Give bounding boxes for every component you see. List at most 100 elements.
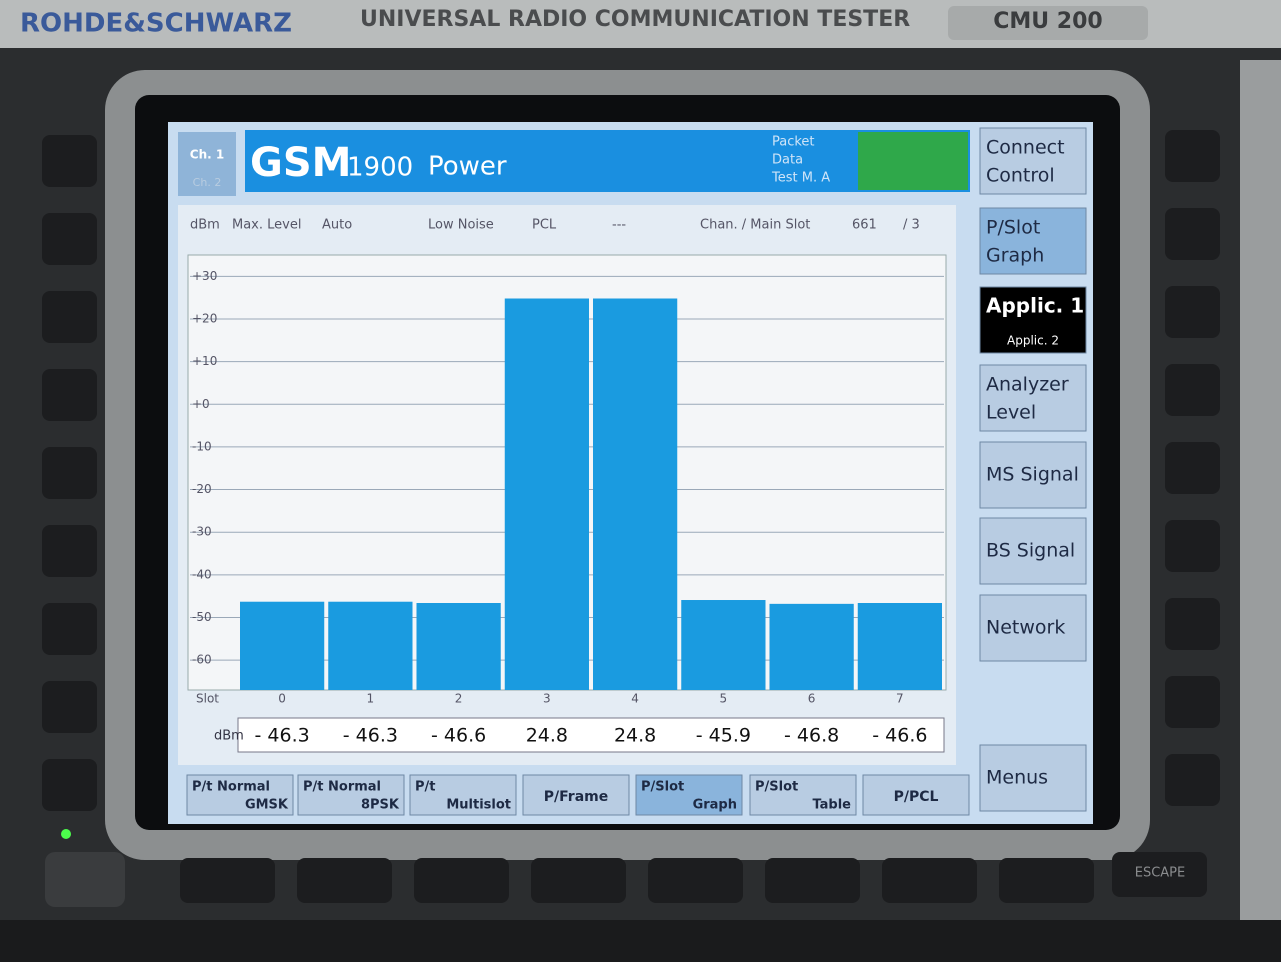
left-hardkey[interactable] <box>42 369 97 421</box>
softkey-label: MS Signal <box>986 464 1079 486</box>
bar <box>593 299 677 691</box>
y-tick-label: -10 <box>192 439 212 453</box>
softkey-label: 8PSK <box>361 798 400 813</box>
bar <box>240 602 324 690</box>
value-label: - 46.6 <box>872 725 927 747</box>
x-tick-label: 5 <box>720 692 728 706</box>
bottom-hardkey[interactable] <box>297 858 392 903</box>
right-hardkey[interactable] <box>1165 598 1220 650</box>
left-hardkey[interactable] <box>42 135 97 187</box>
unit-label: dBm <box>214 729 244 744</box>
setting: / 3 <box>903 218 920 233</box>
x-tick-label: 4 <box>631 692 639 706</box>
bottom-hardkey[interactable] <box>180 858 275 903</box>
setting: --- <box>612 218 626 233</box>
bottom-hardkey[interactable] <box>765 858 860 903</box>
standard: GSM <box>250 140 351 186</box>
value-label: - 46.3 <box>343 725 398 747</box>
softkey-label: Connect <box>986 137 1065 159</box>
softkey-label: P/Frame <box>544 789 608 805</box>
softkey-label: Multislot <box>446 798 511 813</box>
status-line: Test M. A <box>771 171 830 186</box>
left-hardkey[interactable] <box>42 447 97 499</box>
bottom-hardkey[interactable] <box>531 858 626 903</box>
value-label: 24.8 <box>526 725 568 747</box>
value-label: - 46.6 <box>431 725 486 747</box>
y-tick-label: -60 <box>192 653 212 667</box>
bar <box>770 604 854 690</box>
softkey-label: P/Slot <box>986 217 1040 239</box>
value-label: - 45.9 <box>696 725 751 747</box>
x-tick-label: 0 <box>278 692 286 706</box>
power-button[interactable] <box>45 852 125 907</box>
softkey-sub-label: Applic. 2 <box>1007 334 1059 348</box>
left-hardkey[interactable] <box>42 525 97 577</box>
power-led <box>61 829 71 839</box>
setting: Max. Level <box>232 218 301 233</box>
product: UNIVERSAL RADIO COMMUNICATION TESTER <box>360 7 910 32</box>
right-hardkey[interactable] <box>1165 520 1220 572</box>
softkey-label: BS Signal <box>986 540 1075 562</box>
softkey-label: Analyzer <box>986 374 1069 396</box>
bottom-hardkey[interactable] <box>999 858 1094 903</box>
bar <box>505 299 589 691</box>
band: 1900 <box>347 153 413 183</box>
status-line: Data <box>772 153 803 168</box>
softkey-label: P/Slot <box>755 780 798 795</box>
softkey-label: Control <box>986 165 1055 187</box>
value-label: - 46.3 <box>255 725 310 747</box>
right-hardkey[interactable] <box>1165 676 1220 728</box>
x-tick-label: 1 <box>367 692 375 706</box>
left-hardkey[interactable] <box>42 603 97 655</box>
x-tick-label: 2 <box>455 692 463 706</box>
y-tick-label: +0 <box>192 397 210 411</box>
softkey-label: Menus <box>986 767 1048 789</box>
value-label: 24.8 <box>614 725 656 747</box>
setting: Low Noise <box>428 218 494 233</box>
softkey-label: Network <box>986 617 1065 639</box>
right-hardkey[interactable] <box>1165 754 1220 806</box>
right-hardkey[interactable] <box>1165 364 1220 416</box>
channel-2: Ch. 2 <box>193 176 222 189</box>
bar <box>328 602 412 690</box>
status-icons <box>858 132 968 190</box>
x-tick-label: 6 <box>808 692 816 706</box>
bar <box>417 603 501 690</box>
softkey-label: Graph <box>693 798 737 813</box>
setting: PCL <box>532 218 557 233</box>
x-tick-label: 3 <box>543 692 551 706</box>
left-hardkey[interactable] <box>42 291 97 343</box>
left-hardkey[interactable] <box>42 213 97 265</box>
y-tick-label: -30 <box>192 525 212 539</box>
bottom-hardkey[interactable] <box>648 858 743 903</box>
setting: Chan. / Main Slot <box>700 218 810 233</box>
device-photo: ROHDE&SCHWARZUNIVERSAL RADIO COMMUNICATI… <box>0 0 1281 962</box>
softkey-label: P/t <box>415 780 436 795</box>
base <box>0 920 1281 962</box>
bottom-hardkey[interactable] <box>414 858 509 903</box>
right-hardkey[interactable] <box>1165 286 1220 338</box>
left-hardkey[interactable] <box>42 681 97 733</box>
right-hardkey[interactable] <box>1165 130 1220 182</box>
left-hardkey[interactable] <box>42 759 97 811</box>
value-label: - 46.8 <box>784 725 839 747</box>
setting: Auto <box>322 218 352 233</box>
softkey-label: GMSK <box>245 798 289 813</box>
softkey-label: Table <box>812 798 851 813</box>
softkey-label: Applic. 1 <box>986 294 1084 318</box>
side-panel <box>1240 60 1281 920</box>
softkey-label: P/PCL <box>894 789 939 805</box>
page: { "device": {"brand": "ROHDE&SCHWARZ", "… <box>0 0 1281 962</box>
right-hardkey[interactable] <box>1165 442 1220 494</box>
right-hardkey[interactable] <box>1165 208 1220 260</box>
y-tick-label: -20 <box>192 482 212 496</box>
bottom-hardkey[interactable] <box>882 858 977 903</box>
softkey-label: P/t Normal <box>303 780 381 795</box>
model: CMU 200 <box>993 9 1102 34</box>
y-tick-label: +30 <box>192 269 217 283</box>
status-line: Packet <box>772 135 815 150</box>
softkey-label: Level <box>986 402 1036 424</box>
bar <box>681 600 765 690</box>
x-axis-label: Slot <box>196 692 219 706</box>
y-tick-label: +10 <box>192 354 217 368</box>
